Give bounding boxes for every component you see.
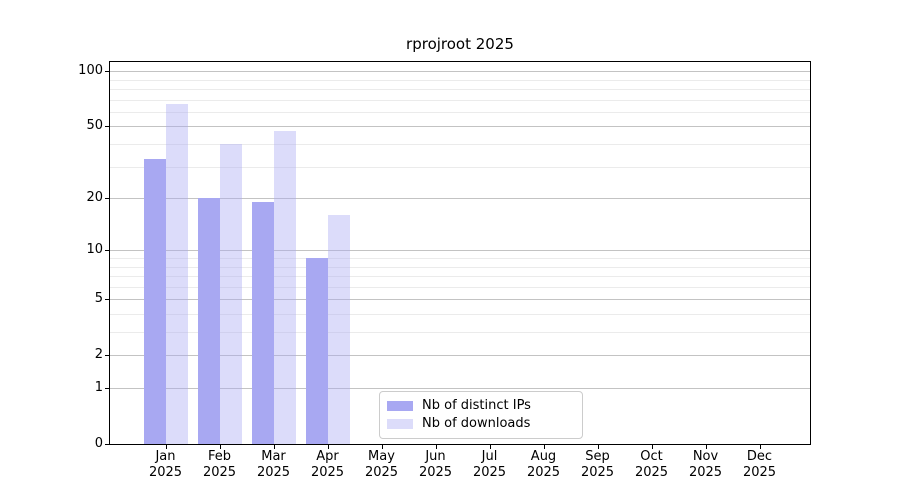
gridline-major-100 [110, 71, 810, 73]
y-tick-mark-0 [105, 444, 109, 445]
legend: Nb of distinct IPs Nb of downloads [379, 391, 583, 439]
y-tick-label-1: 1 [94, 380, 103, 395]
bar-downloads-feb [219, 144, 242, 444]
x-tick-label-jul: Jul 2025 [472, 449, 507, 480]
legend-label-downloads: Nb of downloads [422, 416, 531, 431]
gridline-major-2 [110, 355, 810, 357]
gridline-minor-8 [110, 266, 810, 268]
y-tick-label-100: 100 [78, 63, 103, 79]
x-tick-mark-may [381, 445, 383, 449]
x-tick-label-may: May 2025 [364, 449, 399, 480]
legend-entry-distinct-ips: Nb of distinct IPs [387, 398, 574, 414]
x-tick-mark-oct [651, 445, 653, 449]
y-tick-mark-1 [105, 388, 109, 389]
gridline-major-5 [110, 299, 810, 301]
legend-label-distinct-ips: Nb of distinct IPs [422, 398, 531, 413]
legend-swatch-distinct-ips [387, 401, 413, 411]
gridline-minor-30 [110, 166, 810, 168]
y-tick-label-0: 0 [94, 436, 103, 451]
bar-distinct-ips-jan [143, 159, 166, 444]
gridline-minor-6 [110, 286, 810, 288]
y-tick-mark-50 [105, 126, 109, 128]
x-tick-mark-feb [219, 445, 221, 449]
gridline-major-20 [110, 198, 810, 200]
x-tick-mark-jul [489, 445, 491, 449]
x-tick-mark-apr [327, 445, 329, 449]
gridline-minor-90 [110, 79, 810, 81]
gridline-major-50 [110, 126, 810, 128]
gridline-minor-60 [110, 111, 810, 113]
bar-downloads-jan [165, 104, 188, 444]
gridline-minor-3 [110, 332, 810, 333]
y-tick-label-50: 50 [86, 118, 103, 134]
x-tick-mark-aug [543, 445, 545, 449]
gridline-minor-40 [110, 144, 810, 145]
gridline-minor-80 [110, 89, 810, 90]
x-tick-label-dec: Dec 2025 [742, 449, 777, 480]
bar-downloads-mar [273, 131, 296, 444]
y-tick-label-5: 5 [94, 291, 103, 307]
gridline-minor-7 [110, 276, 810, 277]
x-tick-mark-mar [273, 445, 275, 449]
bar-distinct-ips-mar [251, 202, 274, 444]
gridline-major-10 [110, 250, 810, 252]
bar-downloads-apr [327, 215, 350, 444]
gridline-minor-9 [110, 258, 810, 259]
x-tick-label-feb: Feb 2025 [202, 449, 237, 480]
y-tick-mark-100 [105, 71, 109, 73]
x-tick-label-nov: Nov 2025 [688, 449, 723, 480]
x-tick-label-aug: Aug 2025 [526, 449, 561, 480]
y-tick-label-10: 10 [86, 242, 103, 258]
y-tick-label-20: 20 [86, 190, 103, 206]
gridline-minor-70 [110, 99, 810, 101]
y-tick-mark-5 [105, 299, 109, 301]
gridline-major-1 [110, 388, 810, 389]
x-tick-label-sep: Sep 2025 [580, 449, 615, 480]
legend-entry-downloads: Nb of downloads [387, 416, 574, 432]
x-tick-mark-jun [435, 445, 437, 449]
x-tick-mark-sep [597, 445, 599, 449]
x-tick-label-jan: Jan 2025 [148, 449, 183, 480]
plot-area [109, 61, 811, 445]
x-tick-label-oct: Oct 2025 [634, 449, 669, 480]
legend-swatch-downloads [387, 419, 413, 429]
bar-distinct-ips-feb [197, 198, 220, 444]
y-tick-label-2: 2 [94, 347, 103, 363]
x-tick-label-mar: Mar 2025 [256, 449, 291, 480]
x-tick-mark-jan [165, 445, 167, 449]
x-tick-mark-nov [705, 445, 707, 449]
x-tick-label-jun: Jun 2025 [418, 449, 453, 480]
y-tick-mark-10 [105, 250, 109, 252]
gridline-minor-4 [110, 314, 810, 315]
bar-distinct-ips-apr [305, 258, 328, 444]
x-tick-mark-dec [759, 445, 761, 449]
x-tick-label-apr: Apr 2025 [310, 449, 345, 480]
y-tick-mark-2 [105, 355, 109, 357]
y-tick-mark-20 [105, 198, 109, 200]
chart-title: rprojroot 2025 [406, 35, 514, 53]
